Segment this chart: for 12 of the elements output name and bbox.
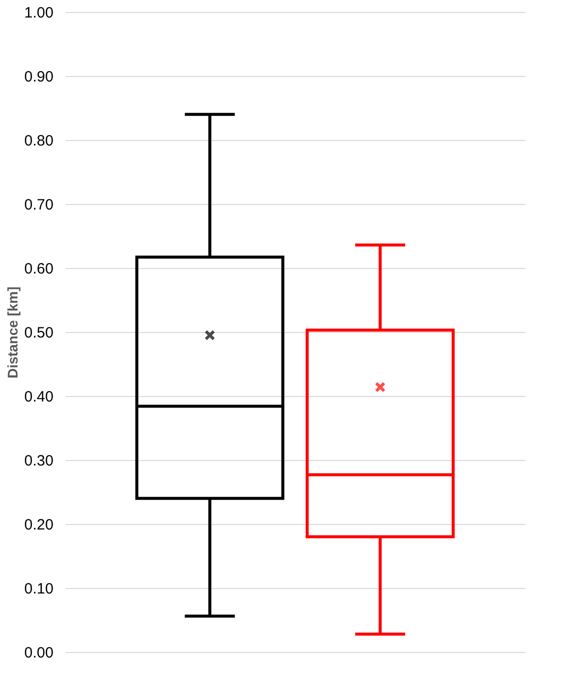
y-tick-label: 0.80 (24, 132, 54, 150)
y-tick-label: 1.00 (24, 4, 54, 22)
y-tick-label: 0.70 (24, 196, 54, 214)
y-tick-label: 0.40 (24, 388, 54, 406)
y-tick-label: 0.20 (24, 516, 54, 534)
y-tick-label: 0.10 (24, 580, 54, 598)
y-tick-label: 0.90 (24, 68, 54, 86)
y-tick-label: 0.00 (24, 644, 54, 662)
y-axis-title: Distance [km] (4, 286, 20, 378)
y-tick-label: 0.50 (24, 324, 54, 342)
y-tick-label: 0.60 (24, 260, 54, 278)
y-tick-label: 0.30 (24, 452, 54, 470)
